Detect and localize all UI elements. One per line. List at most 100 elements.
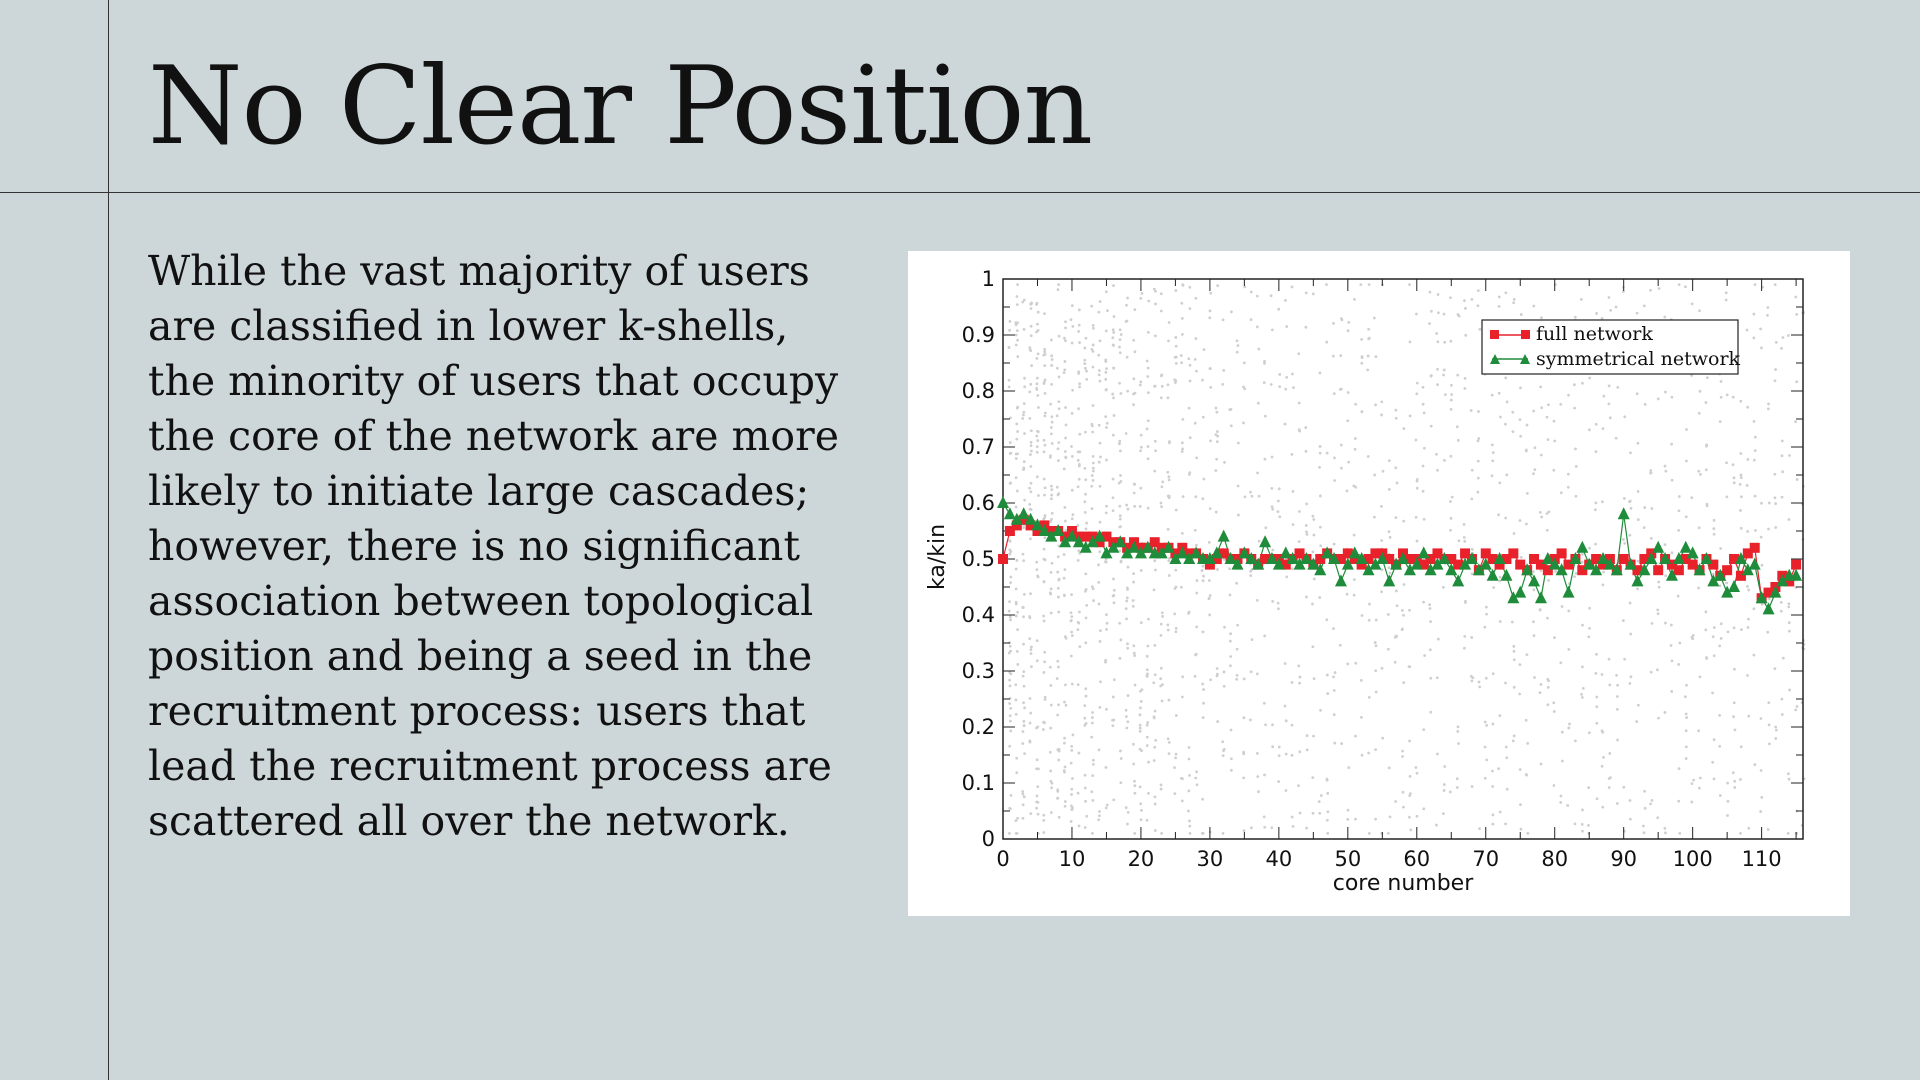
data-point-symmetrical-network bbox=[1576, 540, 1589, 553]
background-dot bbox=[1276, 499, 1280, 503]
background-dot bbox=[1119, 480, 1123, 483]
background-dot bbox=[1022, 410, 1026, 414]
background-dot bbox=[1698, 309, 1701, 313]
data-point-symmetrical-network bbox=[1397, 552, 1409, 564]
background-dot bbox=[1760, 501, 1763, 505]
background-dot bbox=[1022, 670, 1026, 674]
background-dot bbox=[1284, 387, 1288, 391]
background-dot bbox=[1635, 311, 1639, 315]
background-dot bbox=[1277, 745, 1281, 749]
background-dot bbox=[1145, 654, 1149, 658]
background-dot bbox=[1663, 826, 1667, 830]
background-dot bbox=[1559, 801, 1563, 804]
background-dot bbox=[1187, 357, 1191, 361]
background-dot bbox=[1076, 791, 1080, 795]
background-dot bbox=[1049, 703, 1053, 707]
data-point-full-network bbox=[1556, 548, 1567, 559]
background-dot bbox=[1126, 565, 1130, 569]
background-dot bbox=[1016, 338, 1019, 342]
background-dot bbox=[1049, 726, 1053, 730]
background-dot bbox=[1194, 543, 1198, 547]
background-dot bbox=[1607, 384, 1611, 388]
background-dot bbox=[1242, 776, 1246, 780]
background-dot bbox=[1016, 452, 1020, 456]
background-dot bbox=[1138, 726, 1142, 730]
data-point-symmetrical-network bbox=[1017, 507, 1030, 520]
data-point-symmetrical-network bbox=[1721, 585, 1734, 598]
background-dot bbox=[1683, 285, 1687, 289]
background-dot bbox=[1491, 813, 1495, 817]
background-dot bbox=[1278, 385, 1282, 388]
background-dot bbox=[1670, 442, 1674, 446]
legend-marker-sym bbox=[1490, 354, 1500, 364]
background-dot bbox=[1368, 602, 1371, 606]
background-dot bbox=[1007, 609, 1011, 613]
background-dot bbox=[1008, 644, 1012, 648]
background-dot bbox=[1132, 762, 1136, 766]
background-dot bbox=[1512, 298, 1516, 301]
background-dot bbox=[1057, 703, 1060, 707]
data-point-full-network bbox=[1025, 520, 1036, 531]
background-dot bbox=[1373, 641, 1377, 644]
background-dot bbox=[1685, 683, 1688, 687]
background-dot bbox=[1063, 800, 1067, 803]
background-dot bbox=[1229, 424, 1233, 428]
background-dot bbox=[1166, 383, 1170, 387]
background-dot bbox=[1449, 339, 1453, 343]
data-point-symmetrical-network bbox=[1624, 557, 1637, 570]
background-dot bbox=[1138, 713, 1142, 717]
data-point-symmetrical-network bbox=[1521, 563, 1534, 576]
background-dot bbox=[1153, 673, 1157, 677]
background-dot bbox=[1298, 510, 1301, 513]
background-dot bbox=[1607, 657, 1611, 661]
background-dot bbox=[1656, 668, 1659, 672]
background-dot bbox=[1271, 600, 1275, 603]
background-dot bbox=[1711, 572, 1715, 576]
background-dot bbox=[1476, 304, 1480, 308]
data-point-full-network bbox=[1280, 559, 1291, 570]
data-point-full-network bbox=[1356, 559, 1367, 570]
background-dot bbox=[1242, 829, 1246, 833]
data-point-full-network bbox=[1370, 548, 1381, 559]
background-dot bbox=[1414, 766, 1418, 769]
background-dot bbox=[1098, 441, 1102, 445]
background-dot bbox=[1042, 380, 1046, 384]
background-dot bbox=[1781, 470, 1785, 474]
background-dot bbox=[1063, 765, 1067, 769]
background-dot bbox=[1283, 422, 1287, 426]
background-dot bbox=[1388, 815, 1392, 819]
background-dot bbox=[1119, 749, 1122, 753]
y-tick-label: 0 bbox=[982, 827, 995, 851]
data-point-symmetrical-network bbox=[1541, 552, 1554, 564]
background-dot bbox=[1153, 559, 1157, 563]
background-dot bbox=[1070, 804, 1073, 808]
y-tick-label: 0.4 bbox=[962, 603, 995, 627]
background-dot bbox=[1084, 430, 1087, 434]
background-dot bbox=[1043, 660, 1046, 664]
background-dot bbox=[1753, 283, 1757, 286]
background-dot bbox=[1670, 659, 1674, 663]
data-point-symmetrical-network bbox=[1086, 535, 1099, 548]
data-point-full-network bbox=[1529, 554, 1540, 564]
background-dot bbox=[1353, 447, 1357, 451]
background-dot bbox=[1048, 455, 1052, 459]
background-dot bbox=[1050, 517, 1053, 521]
background-dot bbox=[1105, 367, 1108, 371]
background-dot bbox=[1023, 432, 1026, 435]
background-dot bbox=[1057, 334, 1061, 338]
background-dot bbox=[1007, 651, 1011, 655]
x-tick-label: 10 bbox=[1059, 847, 1086, 871]
background-dot bbox=[1733, 728, 1737, 732]
background-dot bbox=[1249, 290, 1253, 294]
background-dot bbox=[1271, 507, 1275, 511]
background-dot bbox=[1635, 720, 1639, 723]
background-dot bbox=[1409, 792, 1412, 796]
data-point-symmetrical-network bbox=[1348, 546, 1361, 559]
background-dot bbox=[1180, 441, 1184, 445]
background-dot bbox=[1774, 502, 1778, 505]
background-dot bbox=[1421, 489, 1425, 493]
background-dot bbox=[1090, 474, 1094, 477]
background-dot bbox=[1064, 320, 1067, 324]
background-dot bbox=[1602, 394, 1606, 398]
background-dot bbox=[1774, 725, 1778, 729]
